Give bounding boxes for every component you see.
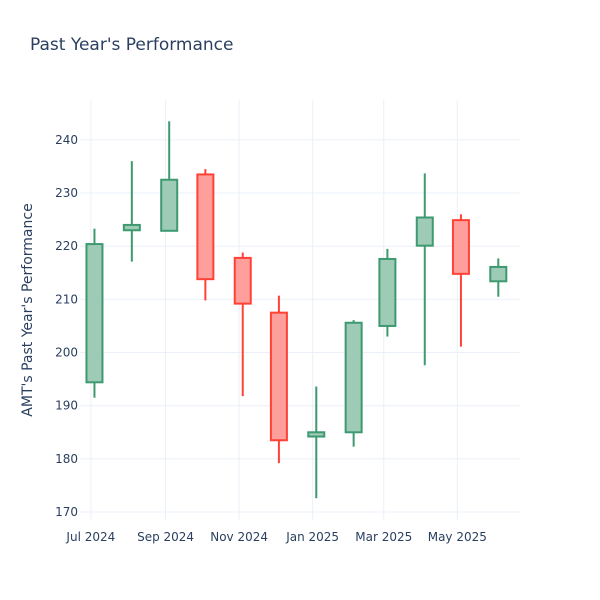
candle-decreasing — [233, 252, 252, 397]
grid-lines — [80, 100, 520, 520]
chart-title: Past Year's Performance — [30, 35, 234, 55]
x-tick-label: Jul 2024 — [65, 530, 115, 544]
x-tick-label: Nov 2024 — [210, 530, 268, 544]
candle-body — [122, 223, 141, 232]
candle-body — [85, 243, 104, 384]
x-tick-label: Jan 2025 — [285, 530, 339, 544]
candles — [85, 121, 508, 499]
y-tick-label: 230 — [55, 186, 78, 200]
candle-body — [378, 257, 397, 327]
y-tick-label: 170 — [55, 505, 78, 519]
y-tick-label: 180 — [55, 452, 78, 466]
y-tick-label: 190 — [55, 399, 78, 413]
y-axis-ticks: 170 180 190 200 210 220 230 240 — [55, 133, 78, 519]
candle-decreasing — [269, 295, 288, 464]
x-tick-label: May 2025 — [428, 530, 487, 544]
candle-increasing — [344, 320, 363, 447]
candle-increasing — [489, 258, 508, 297]
candle-increasing — [160, 121, 179, 232]
x-axis-ticks: Jul 2024 Sep 2024 Nov 2024 Jan 2025 Mar 2025… — [65, 530, 486, 544]
candle-body — [415, 216, 434, 247]
candle-body — [344, 321, 363, 434]
y-axis-label: AMT's Past Year's Performance — [20, 203, 36, 416]
candle-increasing — [415, 173, 434, 366]
candle-body — [196, 173, 215, 281]
candle-increasing — [307, 386, 326, 499]
candle-body — [307, 431, 326, 438]
candle-increasing — [122, 161, 141, 262]
candle-increasing — [85, 228, 104, 398]
candle-decreasing — [451, 214, 470, 347]
y-tick-label: 220 — [55, 239, 78, 253]
candle-body — [451, 219, 470, 275]
candle-decreasing — [196, 169, 215, 301]
candle-body — [233, 256, 252, 305]
y-tick-label: 210 — [55, 292, 78, 306]
y-tick-label: 240 — [55, 133, 78, 147]
candle-body — [160, 178, 179, 232]
candle-increasing — [378, 248, 397, 337]
x-tick-label: Sep 2024 — [137, 530, 194, 544]
x-tick-label: Mar 2025 — [355, 530, 412, 544]
candle-body — [489, 265, 508, 283]
candle-body — [269, 311, 288, 442]
y-tick-label: 200 — [55, 346, 78, 360]
